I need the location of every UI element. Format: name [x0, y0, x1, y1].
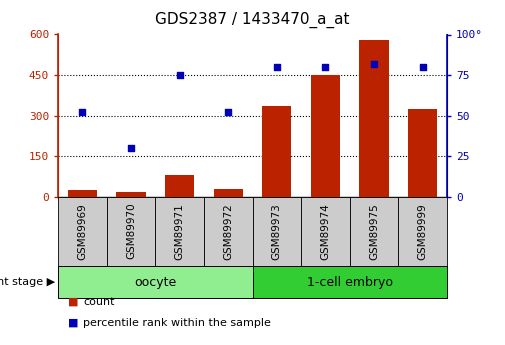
Bar — [262, 106, 291, 197]
Text: GSM89999: GSM89999 — [418, 203, 428, 259]
Text: GSM89975: GSM89975 — [369, 203, 379, 259]
Point — [419, 64, 427, 70]
Text: ■: ■ — [68, 318, 79, 327]
Point — [224, 110, 232, 115]
Text: count: count — [83, 297, 115, 307]
Text: 1-cell embryo: 1-cell embryo — [307, 276, 393, 288]
Point — [370, 61, 378, 67]
Bar — [408, 109, 437, 197]
Bar — [58, 197, 107, 266]
Bar — [311, 75, 340, 197]
Bar — [252, 197, 301, 266]
Text: GSM89969: GSM89969 — [77, 203, 87, 259]
Text: development stage ▶: development stage ▶ — [0, 277, 56, 287]
Bar — [68, 190, 97, 197]
Text: ■: ■ — [68, 297, 79, 307]
Text: GDS2387 / 1433470_a_at: GDS2387 / 1433470_a_at — [155, 12, 350, 28]
Bar — [398, 197, 447, 266]
Bar — [214, 189, 243, 197]
Bar — [156, 197, 204, 266]
Bar — [301, 197, 350, 266]
Bar — [350, 197, 398, 266]
Bar — [252, 266, 447, 298]
Text: GSM89971: GSM89971 — [175, 203, 185, 259]
Bar — [165, 175, 194, 197]
Text: GSM89972: GSM89972 — [223, 203, 233, 259]
Point — [273, 64, 281, 70]
Point — [78, 110, 86, 115]
Text: oocyte: oocyte — [134, 276, 176, 288]
Bar — [58, 266, 252, 298]
Text: GSM89974: GSM89974 — [320, 203, 330, 259]
Text: GSM89973: GSM89973 — [272, 203, 282, 259]
Point — [176, 72, 184, 78]
Point — [321, 64, 329, 70]
Point — [127, 145, 135, 151]
Bar — [204, 197, 252, 266]
Bar — [107, 197, 156, 266]
Bar — [116, 192, 145, 197]
Text: GSM89970: GSM89970 — [126, 203, 136, 259]
Text: percentile rank within the sample: percentile rank within the sample — [83, 318, 271, 327]
Bar — [360, 40, 389, 197]
